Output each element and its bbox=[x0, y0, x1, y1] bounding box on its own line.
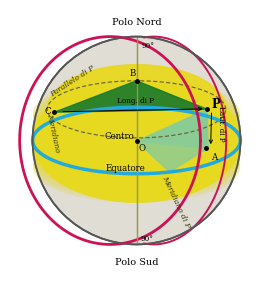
Text: B: B bbox=[130, 69, 136, 78]
Polygon shape bbox=[136, 109, 208, 172]
Ellipse shape bbox=[34, 79, 239, 145]
Ellipse shape bbox=[34, 89, 239, 155]
Text: Meridiano di P: Meridiano di P bbox=[161, 175, 192, 229]
Ellipse shape bbox=[32, 79, 241, 202]
Ellipse shape bbox=[34, 128, 239, 194]
Ellipse shape bbox=[34, 85, 239, 151]
Ellipse shape bbox=[34, 122, 239, 188]
Ellipse shape bbox=[34, 112, 239, 179]
Ellipse shape bbox=[34, 102, 239, 169]
Ellipse shape bbox=[34, 124, 239, 190]
Text: Polo Sud: Polo Sud bbox=[115, 258, 158, 267]
Ellipse shape bbox=[34, 114, 239, 181]
Ellipse shape bbox=[34, 110, 239, 177]
Text: Meridiano: Meridiano bbox=[45, 113, 61, 153]
Text: Polo Nord: Polo Nord bbox=[112, 18, 161, 27]
Ellipse shape bbox=[34, 118, 239, 185]
Text: C: C bbox=[44, 107, 51, 116]
Text: O: O bbox=[139, 144, 146, 153]
Ellipse shape bbox=[34, 116, 239, 183]
Text: Latit. di P: Latit. di P bbox=[217, 106, 225, 142]
Ellipse shape bbox=[34, 120, 239, 187]
Ellipse shape bbox=[34, 130, 239, 196]
Text: Parallelo di P: Parallelo di P bbox=[49, 64, 96, 98]
Ellipse shape bbox=[34, 100, 239, 167]
Text: 90°: 90° bbox=[140, 235, 153, 243]
Ellipse shape bbox=[34, 93, 239, 159]
Ellipse shape bbox=[34, 126, 239, 192]
Ellipse shape bbox=[34, 98, 239, 165]
Polygon shape bbox=[54, 81, 207, 112]
Ellipse shape bbox=[32, 79, 241, 202]
Ellipse shape bbox=[34, 132, 239, 198]
Text: A: A bbox=[211, 153, 217, 162]
Ellipse shape bbox=[34, 83, 239, 149]
Text: P: P bbox=[211, 98, 220, 111]
Text: Equatore: Equatore bbox=[105, 164, 145, 173]
Ellipse shape bbox=[34, 106, 239, 173]
Ellipse shape bbox=[47, 65, 226, 154]
Text: 90°: 90° bbox=[141, 42, 154, 50]
Polygon shape bbox=[136, 109, 207, 148]
Ellipse shape bbox=[34, 87, 239, 153]
Ellipse shape bbox=[34, 81, 239, 147]
Ellipse shape bbox=[34, 91, 239, 157]
Ellipse shape bbox=[34, 134, 239, 200]
Ellipse shape bbox=[34, 136, 239, 202]
Text: Centro: Centro bbox=[105, 132, 134, 141]
Text: Long. di P: Long. di P bbox=[117, 97, 154, 105]
Circle shape bbox=[32, 37, 241, 244]
Ellipse shape bbox=[34, 104, 239, 171]
Ellipse shape bbox=[34, 96, 239, 163]
Ellipse shape bbox=[34, 108, 239, 175]
Ellipse shape bbox=[34, 94, 239, 161]
